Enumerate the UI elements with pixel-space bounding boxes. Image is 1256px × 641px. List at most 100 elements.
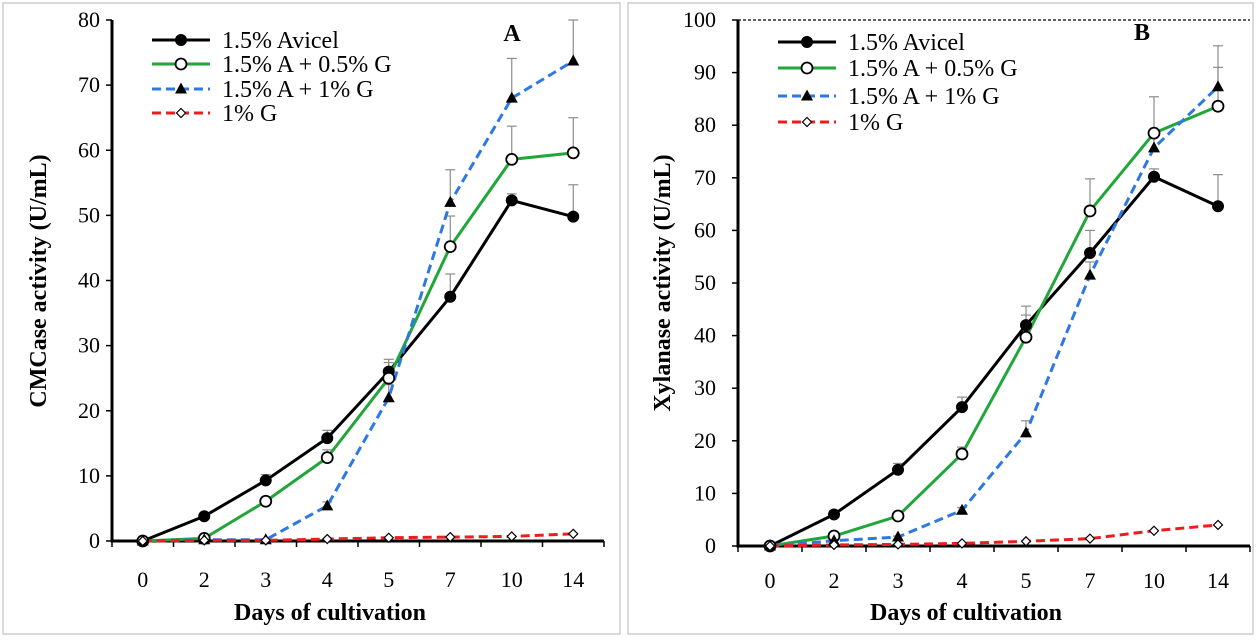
- data-point-1-5-a-1-g-day-4: [321, 499, 334, 511]
- y-tick-label: 50: [694, 270, 716, 295]
- data-point-1-g-day-10: [1148, 525, 1160, 537]
- y-tick-label: 30: [78, 333, 100, 358]
- y-tick-label: 20: [78, 398, 100, 423]
- data-point-1-5-a-0-5-g-day-7: [1083, 204, 1097, 218]
- legend-marker: [174, 57, 188, 71]
- data-point-1-g-day-3: [260, 535, 272, 546]
- data-point-1-5-avicel-day-2: [198, 510, 211, 523]
- series-markers-1-5-a-0-5-g: [763, 99, 1225, 553]
- legend-entry-1-5-a-1-g: 1.5% A + 1% G: [778, 84, 1000, 110]
- data-point-1-5-avicel-day-10: [505, 194, 518, 207]
- x-tick-label: 4: [322, 567, 333, 592]
- y-tick-label: 40: [78, 268, 100, 293]
- x-tick-label: 0: [765, 568, 776, 593]
- series-markers-1-g: [137, 528, 579, 547]
- data-point-1-5-avicel-day-7: [444, 290, 457, 303]
- data-point-1-5-avicel-day-10: [1148, 170, 1160, 183]
- y-axis-title: Xylanase activity (U/mL): [650, 154, 676, 411]
- y-tick-label: 50: [78, 202, 100, 227]
- panel-a-cmcase-chart: 0 10 20 30 40 50 60 70 80 0 2 3 4 5 7 10 14 CMCase activi…: [2, 2, 621, 635]
- data-point-1-5-avicel-day-3: [259, 474, 272, 487]
- y-tick-label: 0: [705, 533, 716, 558]
- legend-entry-1-5-a-1-g: 1.5% A + 1% G: [152, 77, 374, 103]
- y-tick-label: 60: [694, 217, 716, 242]
- y-tick-label: 80: [78, 7, 100, 32]
- y-tick-label: 0: [89, 528, 100, 553]
- series-line-1-5-a-0-5-g: [769, 104, 1219, 548]
- panel-frame: [627, 2, 1254, 635]
- data-point-1-g-day-14: [1212, 519, 1224, 531]
- series-line-1-5-a-0-5-g: [142, 151, 574, 543]
- data-point-1-5-a-1-g-day-5: [382, 391, 395, 403]
- x-tick-label: 4: [957, 568, 968, 593]
- legend-entry-1-5-avicel: 1.5% Avicel: [152, 28, 339, 54]
- data-point-1-5-a-1-g-day-10: [1148, 141, 1160, 153]
- legend-label: 1% G: [222, 101, 277, 127]
- data-point-1-g-day-0: [137, 535, 149, 547]
- legend-entry-1-g: 1% G: [778, 110, 903, 136]
- data-point-1-g-day-4: [956, 538, 968, 549]
- data-point-1-5-avicel-day-4: [956, 401, 968, 414]
- data-point-1-5-a-1-g-day-10: [505, 91, 518, 103]
- y-tick-label: 20: [694, 428, 716, 453]
- data-point-1-g-day-7: [444, 531, 456, 543]
- y-tick-label: 100: [683, 7, 716, 32]
- data-point-1-5-a-0-5-g-day-3: [891, 509, 905, 523]
- data-point-1-5-a-1-g-day-3: [892, 530, 904, 542]
- y-tick-label: 10: [694, 480, 716, 505]
- panel-b-xylanase-chart: 0 10 20 30 40 50 60 70 80 90 100 0 2 3 4 5 7 10 14 Xylanase…: [627, 2, 1254, 635]
- series-markers-1-g: [764, 519, 1224, 552]
- data-point-1-5-avicel-day-3: [892, 463, 904, 476]
- panel-frame: [2, 2, 621, 635]
- data-point-1-5-a-0-5-g-day-4: [955, 447, 969, 461]
- data-point-1-5-a-0-5-g-day-14: [1211, 99, 1225, 113]
- series-markers-1-5-avicel: [136, 194, 580, 547]
- data-point-1-5-a-0-5-g-day-10: [505, 152, 519, 166]
- y-axis-title: CMCase activity (U/mL): [26, 154, 52, 407]
- series-line-1-5-a-1-g: [769, 85, 1220, 548]
- y-tick-label: 40: [694, 323, 716, 348]
- data-point-1-g-day-3: [892, 539, 904, 550]
- data-point-1-5-a-0-5-g-day-10: [1147, 126, 1161, 140]
- data-point-1-5-a-0-5-g-day-7: [443, 240, 457, 254]
- x-tick-label: 5: [1021, 568, 1032, 593]
- x-tick-label: 7: [1085, 568, 1096, 593]
- legend-label: 1.5% A + 0.5% G: [848, 56, 1018, 82]
- data-point-1-g-day-4: [321, 533, 333, 545]
- data-point-1-5-a-1-g-day-14: [567, 54, 580, 66]
- panel-letter: B: [1134, 20, 1150, 46]
- data-point-1-5-a-0-5-g-day-3: [259, 494, 273, 508]
- legend-entry-1-5-a-0-5-g: 1.5% A + 0.5% G: [778, 56, 1018, 82]
- y-tick-label: 70: [78, 72, 100, 97]
- x-tick-label: 2: [829, 568, 840, 593]
- data-point-1-5-a-1-g-day-5: [1020, 426, 1032, 438]
- y-tick-label: 90: [694, 60, 716, 85]
- legend-label: 1.5% A + 1% G: [222, 77, 374, 103]
- legend-marker: [801, 89, 813, 101]
- data-point-1-g-day-14: [567, 528, 579, 540]
- x-tick-label: 0: [137, 567, 148, 592]
- y-tick-label: 80: [694, 112, 716, 137]
- series-line-1-5-avicel: [769, 175, 1219, 548]
- x-tick-label: 10: [501, 567, 523, 592]
- data-point-1-5-a-0-5-g-day-4: [320, 451, 334, 465]
- data-point-1-g-day-2: [198, 535, 210, 546]
- data-point-1-5-a-1-g-day-4: [956, 503, 968, 515]
- data-point-1-g-day-7: [1084, 533, 1096, 544]
- data-point-1-5-a-1-g-day-7: [1084, 268, 1096, 280]
- legend-label: 1.5% A + 1% G: [848, 84, 1000, 110]
- x-axis-title: Days of cultivation: [234, 600, 426, 626]
- legend-marker: [175, 34, 187, 46]
- series-line-1-g: [142, 532, 574, 543]
- x-tick-label: 10: [1143, 568, 1165, 593]
- y-tick-label: 30: [694, 375, 716, 400]
- data-point-1-5-avicel-day-14: [1212, 200, 1224, 213]
- x-tick-label: 5: [383, 567, 394, 592]
- x-axis-title: Days of cultivation: [870, 600, 1062, 626]
- legend-entry-1-5-avicel: 1.5% Avicel: [778, 30, 965, 56]
- x-tick-label: 14: [562, 567, 584, 592]
- x-tick-label: 7: [445, 567, 456, 592]
